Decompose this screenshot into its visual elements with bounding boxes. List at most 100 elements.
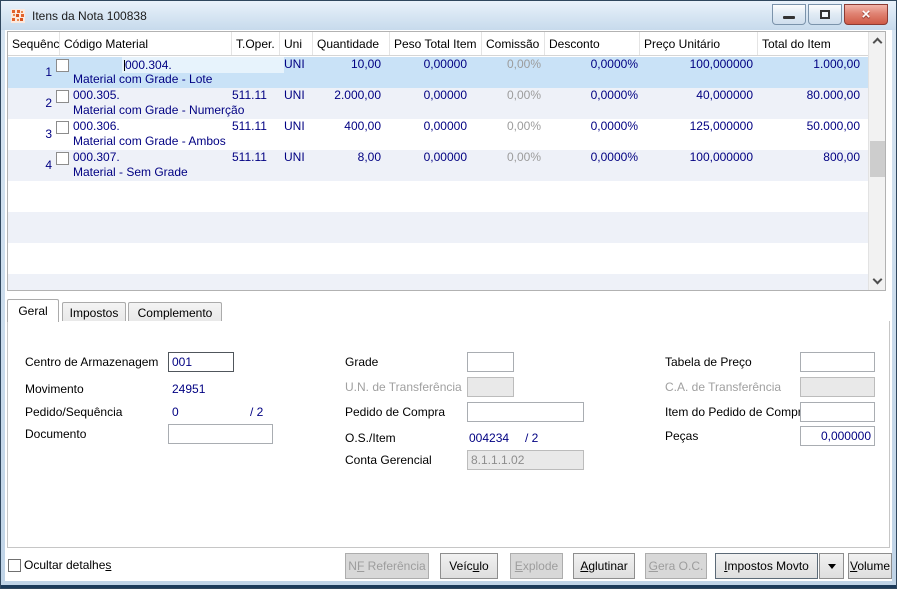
preco-value: 125,000000	[689, 119, 753, 133]
desconto-value: 0,0000%	[590, 88, 638, 102]
pedido-compra-input[interactable]	[467, 402, 584, 422]
empty-row	[8, 274, 868, 290]
uni-value: UNI	[284, 119, 305, 133]
minimize-button[interactable]	[772, 4, 806, 25]
documento-input[interactable]	[168, 424, 273, 444]
tab-strip: Geral Impostos Complemento	[7, 299, 890, 322]
close-icon: ×	[861, 6, 871, 23]
toper-value: 511.11	[232, 88, 267, 102]
total-value: 800,00	[823, 150, 860, 164]
row-sequence: 4	[45, 158, 52, 172]
col-header-uni[interactable]: Uni	[280, 32, 313, 55]
col-header-total-item[interactable]: Total do Item	[762, 37, 831, 51]
col-header-toper[interactable]: T.Oper.	[232, 32, 280, 55]
row-checkbox[interactable]	[56, 59, 69, 72]
tab-geral[interactable]: Geral	[7, 299, 59, 322]
pecas-label: Peças	[665, 429, 699, 443]
table-row[interactable]: 3 000.306. 511.11 UNI 400,00 0,00000 0,0…	[8, 119, 868, 150]
row-sequence: 1	[45, 65, 52, 79]
material-description: Material - Sem Grade	[73, 165, 188, 179]
scroll-down-arrow-icon[interactable]	[869, 273, 885, 290]
empty-row	[8, 212, 868, 243]
codigo-material: 000.306.	[73, 119, 120, 133]
os-item-seq-value: / 2	[525, 431, 539, 445]
centro-armazenagem-input[interactable]	[168, 352, 234, 372]
col-header-preco-unitario[interactable]: Preço Unitário	[640, 32, 758, 55]
total-value: 50.000,00	[806, 119, 860, 133]
codigo-material: 000.304.	[125, 58, 172, 72]
desconto-value: 0,0000%	[590, 150, 638, 164]
total-value: 80.000,00	[806, 88, 860, 102]
table-row[interactable]: 4 000.307. 511.11 UNI 8,00 0,00000 0,00%…	[8, 150, 868, 181]
documento-label: Documento	[25, 427, 87, 441]
os-item-label: O.S./Item	[345, 431, 396, 445]
table-row[interactable]: 1 000.304. 511.11 UNI 10,00 0,00000 0,00…	[8, 57, 868, 88]
tabela-preco-input[interactable]	[800, 352, 875, 372]
empty-row	[8, 243, 868, 274]
codigo-edit-cell[interactable]: 000.304.	[122, 57, 284, 73]
desconto-value: 0,0000%	[590, 57, 638, 71]
close-button[interactable]: ×	[844, 4, 888, 25]
window-title: Itens da Nota 100838	[32, 8, 147, 23]
material-description: Material com Grade - Ambos	[73, 134, 226, 148]
col-header-comissao[interactable]: Comissão	[482, 32, 545, 55]
item-pedido-compra-label: Item do Pedido de Compra	[665, 405, 809, 419]
pedido-compra-label: Pedido de Compra	[345, 405, 446, 419]
pecas-input[interactable]	[800, 426, 875, 446]
item-pedido-compra-input[interactable]	[800, 402, 875, 422]
col-header-peso-total[interactable]: Peso Total Item	[390, 32, 482, 55]
scrollbar-thumb[interactable]	[870, 141, 885, 177]
row-checkbox[interactable]	[56, 121, 69, 134]
ocultar-detalhes-checkbox[interactable]: Ocultar detalhes	[8, 558, 111, 572]
toper-value: 511.11	[232, 119, 267, 133]
nf-referencia-button: NF Referência	[345, 553, 429, 579]
row-checkbox[interactable]	[56, 152, 69, 165]
row-sequence: 2	[45, 96, 52, 110]
tab-impostos[interactable]: Impostos	[62, 302, 126, 322]
comissao-value: 0,00%	[506, 150, 541, 164]
quantidade-value: 8,00	[357, 150, 381, 164]
tab-panel-geral	[7, 321, 890, 548]
gera-oc-button: Gera O.C.	[645, 553, 707, 579]
explode-button: Explode	[510, 553, 563, 579]
restore-icon	[820, 10, 830, 19]
tab-complemento[interactable]: Complemento	[128, 302, 222, 322]
peso-value: 0,00000	[423, 88, 467, 102]
movimento-value: 24951	[172, 382, 206, 396]
impostos-movto-button[interactable]: Impostos Movto	[715, 553, 818, 579]
conta-gerencial-label: Conta Gerencial	[345, 453, 432, 467]
total-value: 1.000,00	[813, 57, 860, 71]
uni-value: UNI	[284, 57, 305, 71]
ca-transferencia-input	[800, 377, 875, 397]
aglutinar-button[interactable]: Aglutinar	[573, 553, 635, 579]
impostos-movto-dropdown-button[interactable]	[819, 553, 844, 579]
conta-gerencial-input	[467, 450, 584, 470]
col-header-desconto[interactable]: Desconto	[545, 32, 640, 55]
app-icon	[11, 8, 25, 23]
toper-value: 511.11	[232, 150, 267, 164]
scroll-up-arrow-icon[interactable]	[869, 32, 885, 49]
pedido-seq-value: / 2	[250, 405, 264, 419]
dropdown-arrow-icon	[827, 563, 836, 569]
col-header-quantidade[interactable]: Quantidade	[313, 32, 390, 55]
restore-button[interactable]	[808, 4, 842, 25]
empty-row	[8, 181, 868, 212]
grid-vertical-scrollbar[interactable]	[868, 32, 885, 290]
veiculo-button[interactable]: Veículo	[440, 553, 498, 579]
uni-value: UNI	[284, 88, 305, 102]
material-description: Material com Grade - Lote	[73, 72, 213, 86]
col-header-sequencia[interactable]: Sequência	[8, 32, 60, 55]
volume-button[interactable]: Volume	[848, 553, 892, 579]
title-bar[interactable]: Itens da Nota 100838 ×	[1, 1, 896, 30]
table-row[interactable]: 2 000.305. 511.11 UNI 2.000,00 0,00000 0…	[8, 88, 868, 119]
movimento-label: Movimento	[25, 382, 84, 396]
grade-input[interactable]	[467, 352, 514, 372]
quantidade-value: 2.000,00	[334, 88, 381, 102]
col-header-codigo-material[interactable]: Código Material	[60, 32, 232, 55]
un-transferencia-input	[467, 377, 514, 397]
row-sequence: 3	[45, 127, 52, 141]
codigo-material: 000.305.	[73, 88, 120, 102]
row-checkbox[interactable]	[56, 90, 69, 103]
text-cursor	[124, 60, 125, 71]
